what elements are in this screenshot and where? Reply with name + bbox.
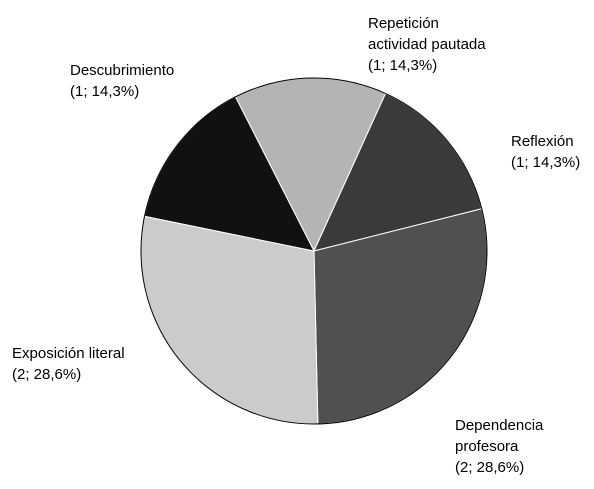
pie-slices <box>140 77 488 425</box>
slice-label-line: (2; 28,6%) <box>455 459 524 476</box>
slice-label-line: (1; 14,3%) <box>511 154 580 171</box>
slice-label-line: (2; 28,6%) <box>12 366 81 383</box>
slice-label-dependencia-profesora: Dependencia profesora (2; 28,6%) <box>455 417 544 476</box>
slice-label-line: Reflexión <box>511 133 574 150</box>
slice-label-line: profesora <box>455 438 519 455</box>
slice-label-line: Descubrimiento <box>70 62 174 79</box>
slice-label-line: actividad pautada <box>368 36 486 53</box>
slice-label-line: Exposición literal <box>12 345 125 362</box>
pie-outline <box>140 77 488 425</box>
slice-label-reflexion: Reflexión (1; 14,3%) <box>511 133 580 171</box>
pie-labels: Repetición actividad pautada (1; 14,3%)Ref… <box>12 15 580 476</box>
slice-label-line: (1; 14,3%) <box>368 57 437 74</box>
slice-label-descubrimiento: Descubrimiento (1; 14,3%) <box>70 62 174 100</box>
slice-label-line: Repetición <box>368 15 439 32</box>
slice-label-line: Dependencia <box>455 417 544 434</box>
pie-slice-exposicion-literal <box>140 215 319 425</box>
slice-label-line: (1; 14,3%) <box>70 83 139 100</box>
slice-label-exposicion-literal: Exposición literal (2; 28,6%) <box>12 345 125 383</box>
slice-label-repeticion-actividad-pautada: Repetición actividad pautada (1; 14,3%) <box>368 15 486 74</box>
